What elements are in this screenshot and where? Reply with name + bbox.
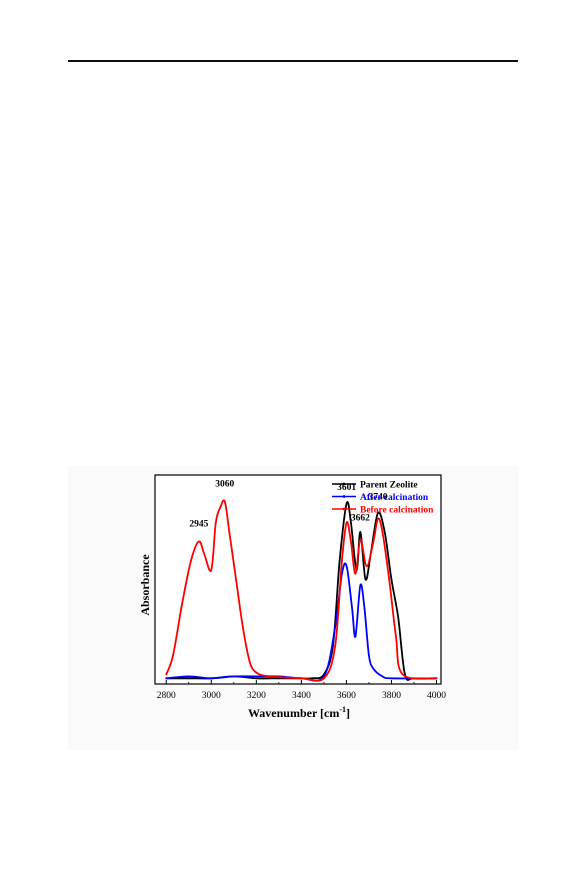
legend-label: Parent Zeolite bbox=[360, 481, 418, 491]
plot-area bbox=[154, 474, 442, 685]
data-point bbox=[214, 521, 217, 524]
x-axis-label: Wavenumber [cm-1] bbox=[248, 705, 350, 720]
data-point bbox=[181, 603, 183, 606]
data-point bbox=[395, 635, 397, 638]
data-point bbox=[235, 578, 237, 581]
data-point bbox=[248, 660, 251, 663]
peak-label: 3601 bbox=[337, 483, 356, 493]
data-point bbox=[232, 675, 235, 678]
data-point bbox=[381, 675, 384, 678]
data-point bbox=[187, 675, 190, 678]
y-axis-label: Absorbance bbox=[138, 554, 152, 616]
data-point bbox=[172, 654, 174, 657]
peak-label: 3060 bbox=[215, 479, 234, 489]
annotations: 2945 3060 3601 3662 3740 bbox=[189, 479, 387, 529]
data-point bbox=[334, 645, 337, 647]
data-point bbox=[345, 565, 348, 568]
data-point bbox=[165, 677, 168, 680]
header-rule bbox=[68, 60, 518, 62]
data-point bbox=[372, 667, 375, 670]
peak-label: 3662 bbox=[351, 514, 370, 524]
data-point bbox=[390, 578, 393, 581]
data-point bbox=[268, 675, 271, 678]
series-line-parent-zeolite bbox=[166, 501, 437, 681]
data-point bbox=[210, 569, 213, 571]
data-point bbox=[363, 607, 366, 609]
data-point bbox=[359, 584, 362, 587]
data-point bbox=[364, 578, 367, 581]
x-tick-label: 3200 bbox=[247, 691, 266, 701]
data-point bbox=[228, 531, 231, 533]
data-point bbox=[241, 626, 244, 628]
x-tick-label: 3800 bbox=[382, 691, 401, 701]
plot-frame bbox=[154, 474, 442, 685]
data-point bbox=[255, 671, 258, 674]
data-point bbox=[300, 677, 303, 680]
legend-label: Before calcination bbox=[360, 506, 434, 516]
series-line-before-calcination bbox=[165, 499, 437, 682]
data-point bbox=[401, 673, 404, 676]
series-layer bbox=[165, 499, 438, 682]
data-point bbox=[345, 502, 348, 505]
legend-marker bbox=[342, 482, 346, 486]
data-point bbox=[383, 531, 386, 533]
data-point bbox=[354, 572, 357, 575]
data-point bbox=[190, 559, 192, 562]
data-point bbox=[350, 540, 352, 543]
data-point bbox=[435, 677, 438, 680]
data-point bbox=[381, 531, 384, 533]
data-point bbox=[397, 616, 400, 619]
series-line-after-calcination bbox=[166, 562, 437, 682]
data-point bbox=[165, 673, 168, 676]
x-tick-label: 4000 bbox=[427, 691, 446, 701]
data-point bbox=[341, 559, 343, 562]
data-point bbox=[334, 626, 337, 628]
x-tick-label: 2800 bbox=[157, 691, 176, 701]
data-point bbox=[311, 677, 314, 680]
data-point bbox=[368, 654, 370, 657]
data-point bbox=[338, 559, 341, 562]
data-point bbox=[210, 677, 213, 680]
data-point bbox=[377, 517, 379, 520]
data-point bbox=[359, 531, 362, 533]
x-tick-label: 3000 bbox=[202, 691, 221, 701]
peak-label: 2945 bbox=[189, 519, 208, 529]
data-point bbox=[219, 506, 222, 509]
data-point bbox=[255, 675, 258, 678]
peak-label: 3740 bbox=[368, 493, 387, 503]
data-point bbox=[388, 578, 391, 581]
data-point bbox=[255, 677, 258, 680]
legend-label: After calcination bbox=[360, 493, 429, 503]
data-point bbox=[345, 521, 348, 524]
legend-marker bbox=[342, 507, 346, 511]
x-ticks: 2800 3000 3200 3400 3600 3800 4000 bbox=[157, 680, 446, 701]
data-point bbox=[187, 677, 190, 680]
data-point bbox=[365, 565, 368, 568]
data-point bbox=[223, 500, 226, 503]
data-point bbox=[350, 521, 352, 524]
data-point bbox=[198, 540, 200, 543]
legend: Parent Zeolite After calcination Before ca… bbox=[332, 481, 434, 516]
data-point bbox=[322, 677, 325, 680]
data-point bbox=[359, 538, 362, 541]
data-point bbox=[372, 540, 375, 543]
data-point bbox=[377, 512, 379, 514]
data-point bbox=[203, 553, 206, 556]
x-tick-label: 3400 bbox=[292, 691, 311, 701]
x-tick-label: 3600 bbox=[337, 691, 356, 701]
legend-marker bbox=[342, 495, 346, 498]
data-point bbox=[390, 677, 393, 680]
data-point bbox=[354, 635, 357, 638]
data-point bbox=[351, 607, 353, 609]
